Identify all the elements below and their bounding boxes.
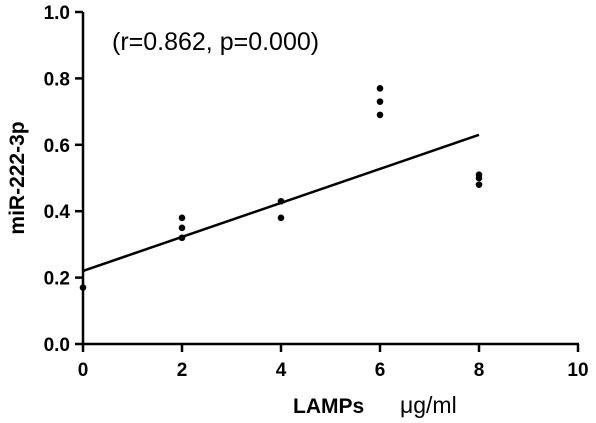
x-axis-title: LAMPs bbox=[293, 395, 364, 418]
data-point bbox=[376, 85, 384, 92]
data-point bbox=[178, 234, 186, 242]
y-tick-label: 0.6 bbox=[44, 136, 70, 157]
x-tick-label: 0 bbox=[78, 360, 89, 381]
y-axis-title: miR-222-3p bbox=[6, 121, 29, 234]
data-point bbox=[475, 174, 483, 182]
data-points bbox=[79, 85, 483, 291]
x-axis-unit: μg/ml bbox=[400, 392, 457, 418]
data-point bbox=[277, 214, 285, 222]
y-tick-label: 0.8 bbox=[44, 69, 70, 90]
y-tick-label: 0.2 bbox=[44, 269, 70, 290]
y-axis-ticks: 0.0 0.2 0.4 0.6 0.8 1.0 bbox=[44, 3, 83, 356]
x-tick-label: 4 bbox=[276, 360, 287, 381]
data-point bbox=[79, 284, 87, 291]
x-tick-label: 6 bbox=[375, 360, 386, 381]
data-point bbox=[376, 98, 384, 105]
data-point bbox=[475, 181, 483, 188]
y-tick-label: 0.4 bbox=[44, 202, 71, 223]
data-point bbox=[178, 224, 186, 232]
correlation-annotation: (r=0.862, p=0.000) bbox=[112, 28, 319, 56]
data-point bbox=[376, 111, 384, 119]
x-tick-label: 2 bbox=[177, 360, 188, 381]
data-point bbox=[178, 214, 186, 222]
y-tick-label: 1.0 bbox=[44, 3, 70, 24]
x-tick-label: 8 bbox=[474, 360, 485, 381]
data-point bbox=[277, 197, 285, 205]
y-tick-label: 0.0 bbox=[44, 335, 70, 356]
x-axis-ticks: 0 2 4 6 8 10 bbox=[78, 344, 589, 381]
x-tick-label: 10 bbox=[567, 360, 588, 381]
axes bbox=[81, 12, 579, 346]
